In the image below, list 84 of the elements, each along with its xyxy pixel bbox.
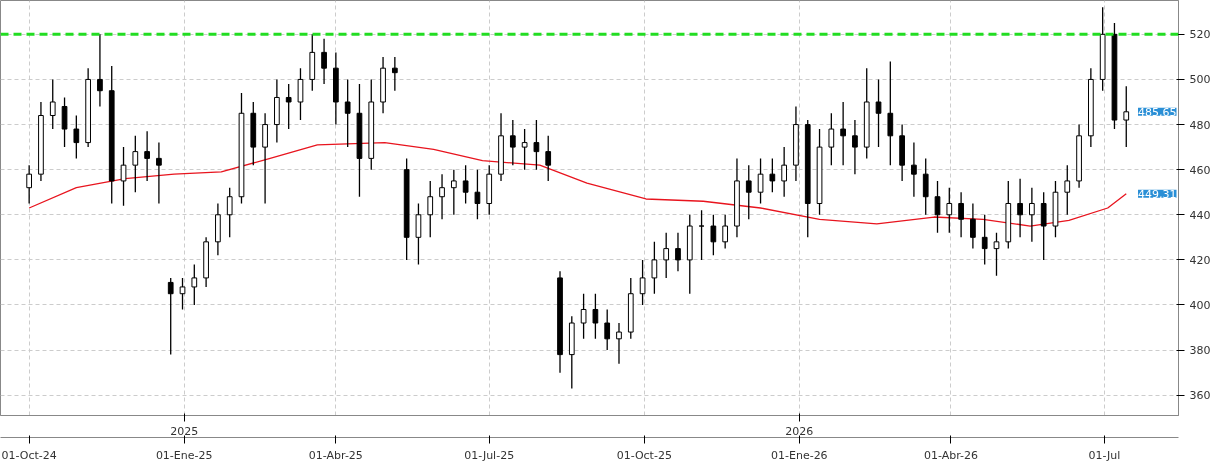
candlestick (144, 130, 150, 182)
x-tick-label: 01-Jul-25 (464, 448, 515, 462)
candlestick (321, 38, 327, 85)
x-tick-label: 01-Oct-25 (616, 448, 672, 462)
candlestick (710, 214, 717, 257)
x-tick-label: 01-Abr-26 (923, 448, 979, 462)
candlestick (757, 157, 764, 205)
x-tick-label: 01-Abr-25 (308, 448, 363, 462)
candlestick (462, 164, 469, 205)
x2-tick-label: 2026 (785, 424, 814, 438)
y-tick-label: 480 (1189, 118, 1211, 132)
y-tick-label: 440 (1189, 208, 1211, 222)
candlestick (1040, 191, 1047, 261)
candlestick (946, 187, 953, 234)
candlestick (616, 322, 622, 365)
candlestick (297, 67, 304, 121)
candlestick (439, 173, 445, 220)
annotation: 449,31 (1138, 187, 1177, 201)
candlestick (663, 232, 670, 279)
candlestick (545, 135, 552, 182)
candlestick (132, 135, 139, 193)
candlestick (922, 157, 929, 216)
candlestick (167, 277, 174, 356)
x-tick-label: 01-Jul (1088, 448, 1121, 462)
candlestick (509, 119, 516, 166)
candlestick (156, 141, 162, 205)
candlestick (226, 187, 233, 238)
candlestick (722, 214, 729, 250)
y-tick-label: 520 (1189, 28, 1211, 42)
candlestick (191, 263, 198, 306)
y-tick-label: 460 (1189, 163, 1211, 177)
candlestick (887, 60, 894, 166)
x2-tick-label: 2025 (170, 424, 199, 438)
x-tick-label: 01-Ene-26 (771, 448, 828, 462)
candlestick (651, 241, 658, 295)
annotation: 485,65 (1138, 105, 1177, 119)
y-tick-label: 420 (1189, 253, 1211, 267)
candlestick (592, 293, 599, 340)
candlestick (179, 277, 186, 311)
candlestick (1017, 178, 1023, 238)
candlestick (604, 308, 611, 351)
candlestick (49, 78, 56, 130)
y-tick-label: 400 (1189, 298, 1211, 312)
candlestick (875, 78, 882, 148)
candlestick (675, 232, 681, 272)
candlestick (840, 101, 846, 166)
candlestick (262, 112, 268, 205)
candlestick (427, 180, 434, 238)
candlestick (1029, 187, 1035, 243)
x-tick-label: 01-Ene-25 (155, 448, 213, 462)
y-tick-label: 500 (1189, 73, 1211, 87)
candlestick (73, 114, 80, 160)
candlestick (61, 96, 68, 148)
candlestick (958, 191, 964, 238)
candlestick (698, 209, 705, 261)
candlestick (285, 83, 292, 130)
candlestick (781, 146, 788, 198)
y-tick-label: 380 (1189, 344, 1211, 358)
candlestick (450, 169, 457, 216)
line-series (28, 141, 1127, 227)
candlestick (344, 78, 351, 148)
candlestick (415, 202, 422, 266)
candlestick (852, 119, 858, 175)
candlestick (97, 33, 103, 108)
candlestick (934, 180, 941, 234)
candlestick (580, 293, 587, 340)
candlestick (120, 146, 127, 207)
candlestick (828, 112, 835, 166)
candlestick (521, 128, 528, 171)
candlestick (911, 141, 917, 198)
candlestick (391, 56, 398, 92)
x-tick-label: 01-Oct-24 (1, 448, 57, 462)
candlestick (26, 164, 33, 205)
candlestick (1064, 164, 1071, 216)
candlestick (769, 157, 776, 193)
candlestick (1123, 85, 1130, 148)
candlestick (970, 202, 976, 250)
candlestick (745, 164, 752, 220)
candlestick (474, 169, 481, 220)
candlestick (639, 259, 646, 306)
candlestick (981, 214, 988, 266)
candlestick (533, 119, 540, 171)
y-tick-label: 360 (1189, 389, 1211, 403)
candlestick (993, 232, 1000, 277)
